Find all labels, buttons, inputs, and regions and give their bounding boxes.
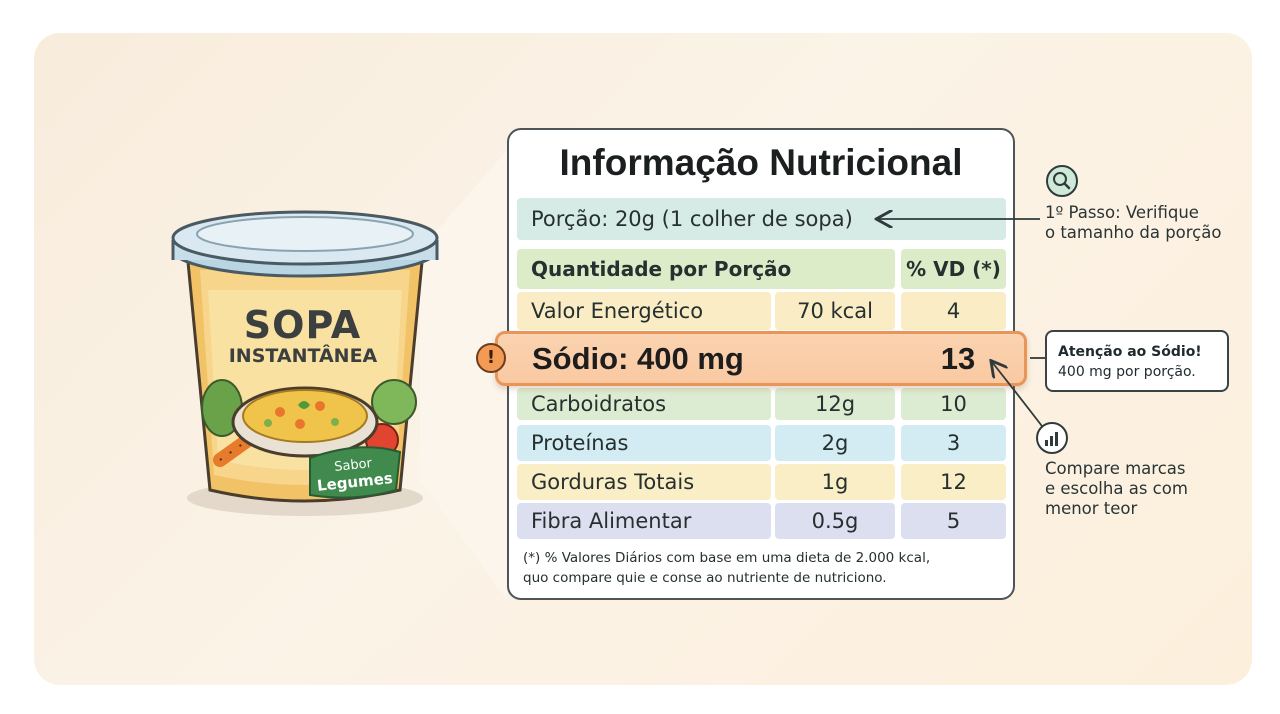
row-energy-amount: 70 kcal (775, 292, 895, 330)
row-energy-vd: 4 (901, 292, 1006, 330)
row-carbs-amount: 12g (775, 388, 895, 420)
row-fiber-vd: 5 (901, 503, 1006, 539)
row-protein-vd: 3 (901, 425, 1006, 461)
compare-line-2: e escolha as com (1045, 479, 1188, 498)
row-fat-amount: 1g (775, 464, 895, 500)
compare-note: Compare marcas e escolha as com menor te… (1045, 459, 1188, 519)
header-quantity: Quantidade por Porção (517, 249, 895, 289)
row-fat-vd: 12 (901, 464, 1006, 500)
footnote-line-1: (*) % Valores Diários com base em uma di… (523, 550, 931, 566)
row-sodium-vd: 13 (940, 341, 976, 376)
compare-line-3: menor teor (1045, 499, 1138, 518)
row-protein-name: Proteínas (517, 425, 771, 461)
sodium-callout: Atenção ao Sódio! 400 mg por porção. (1045, 330, 1229, 392)
callout-title: Atenção ao Sódio! (1058, 344, 1202, 360)
serving-size-row: Porção: 20g (1 colher de sopa) (517, 198, 1006, 240)
bar-chart-icon (1036, 422, 1068, 454)
footnote: (*) % Valores Diários com base em uma di… (523, 548, 1003, 588)
callout-text: 400 mg por porção. (1058, 364, 1196, 380)
row-fiber-amount: 0.5g (775, 503, 895, 539)
sodium-highlight-row (495, 331, 1027, 386)
header-vd: % VD (*) (901, 249, 1006, 289)
exclamation-icon: ! (476, 343, 506, 373)
row-fiber-name: Fibra Alimentar (517, 503, 771, 539)
row-energy-name: Valor Energético (517, 292, 771, 330)
row-carbs-name: Carboidratos (517, 388, 771, 420)
magnifier-icon (1046, 165, 1078, 197)
soup-cup-illustration (171, 210, 439, 516)
step1-line-2: o tamanho da porção (1045, 223, 1222, 242)
row-sodium-name: Sódio: 400 mg (532, 341, 744, 376)
product-name: SOPA (243, 303, 362, 347)
footnote-line-2: quo compare quie e conse ao nutriente de… (523, 570, 887, 586)
product-type: INSTANTÂNEA (228, 345, 378, 367)
step1-line-1: 1º Passo: Verifique (1045, 203, 1199, 222)
compare-line-1: Compare marcas (1045, 459, 1186, 478)
step1-note: 1º Passo: Verifique o tamanho da porção (1045, 203, 1221, 243)
row-carbs-vd: 10 (901, 388, 1006, 420)
row-protein-amount: 2g (775, 425, 895, 461)
nutrition-title: Informação Nutricional (559, 142, 963, 183)
row-fat-name: Gorduras Totais (517, 464, 771, 500)
